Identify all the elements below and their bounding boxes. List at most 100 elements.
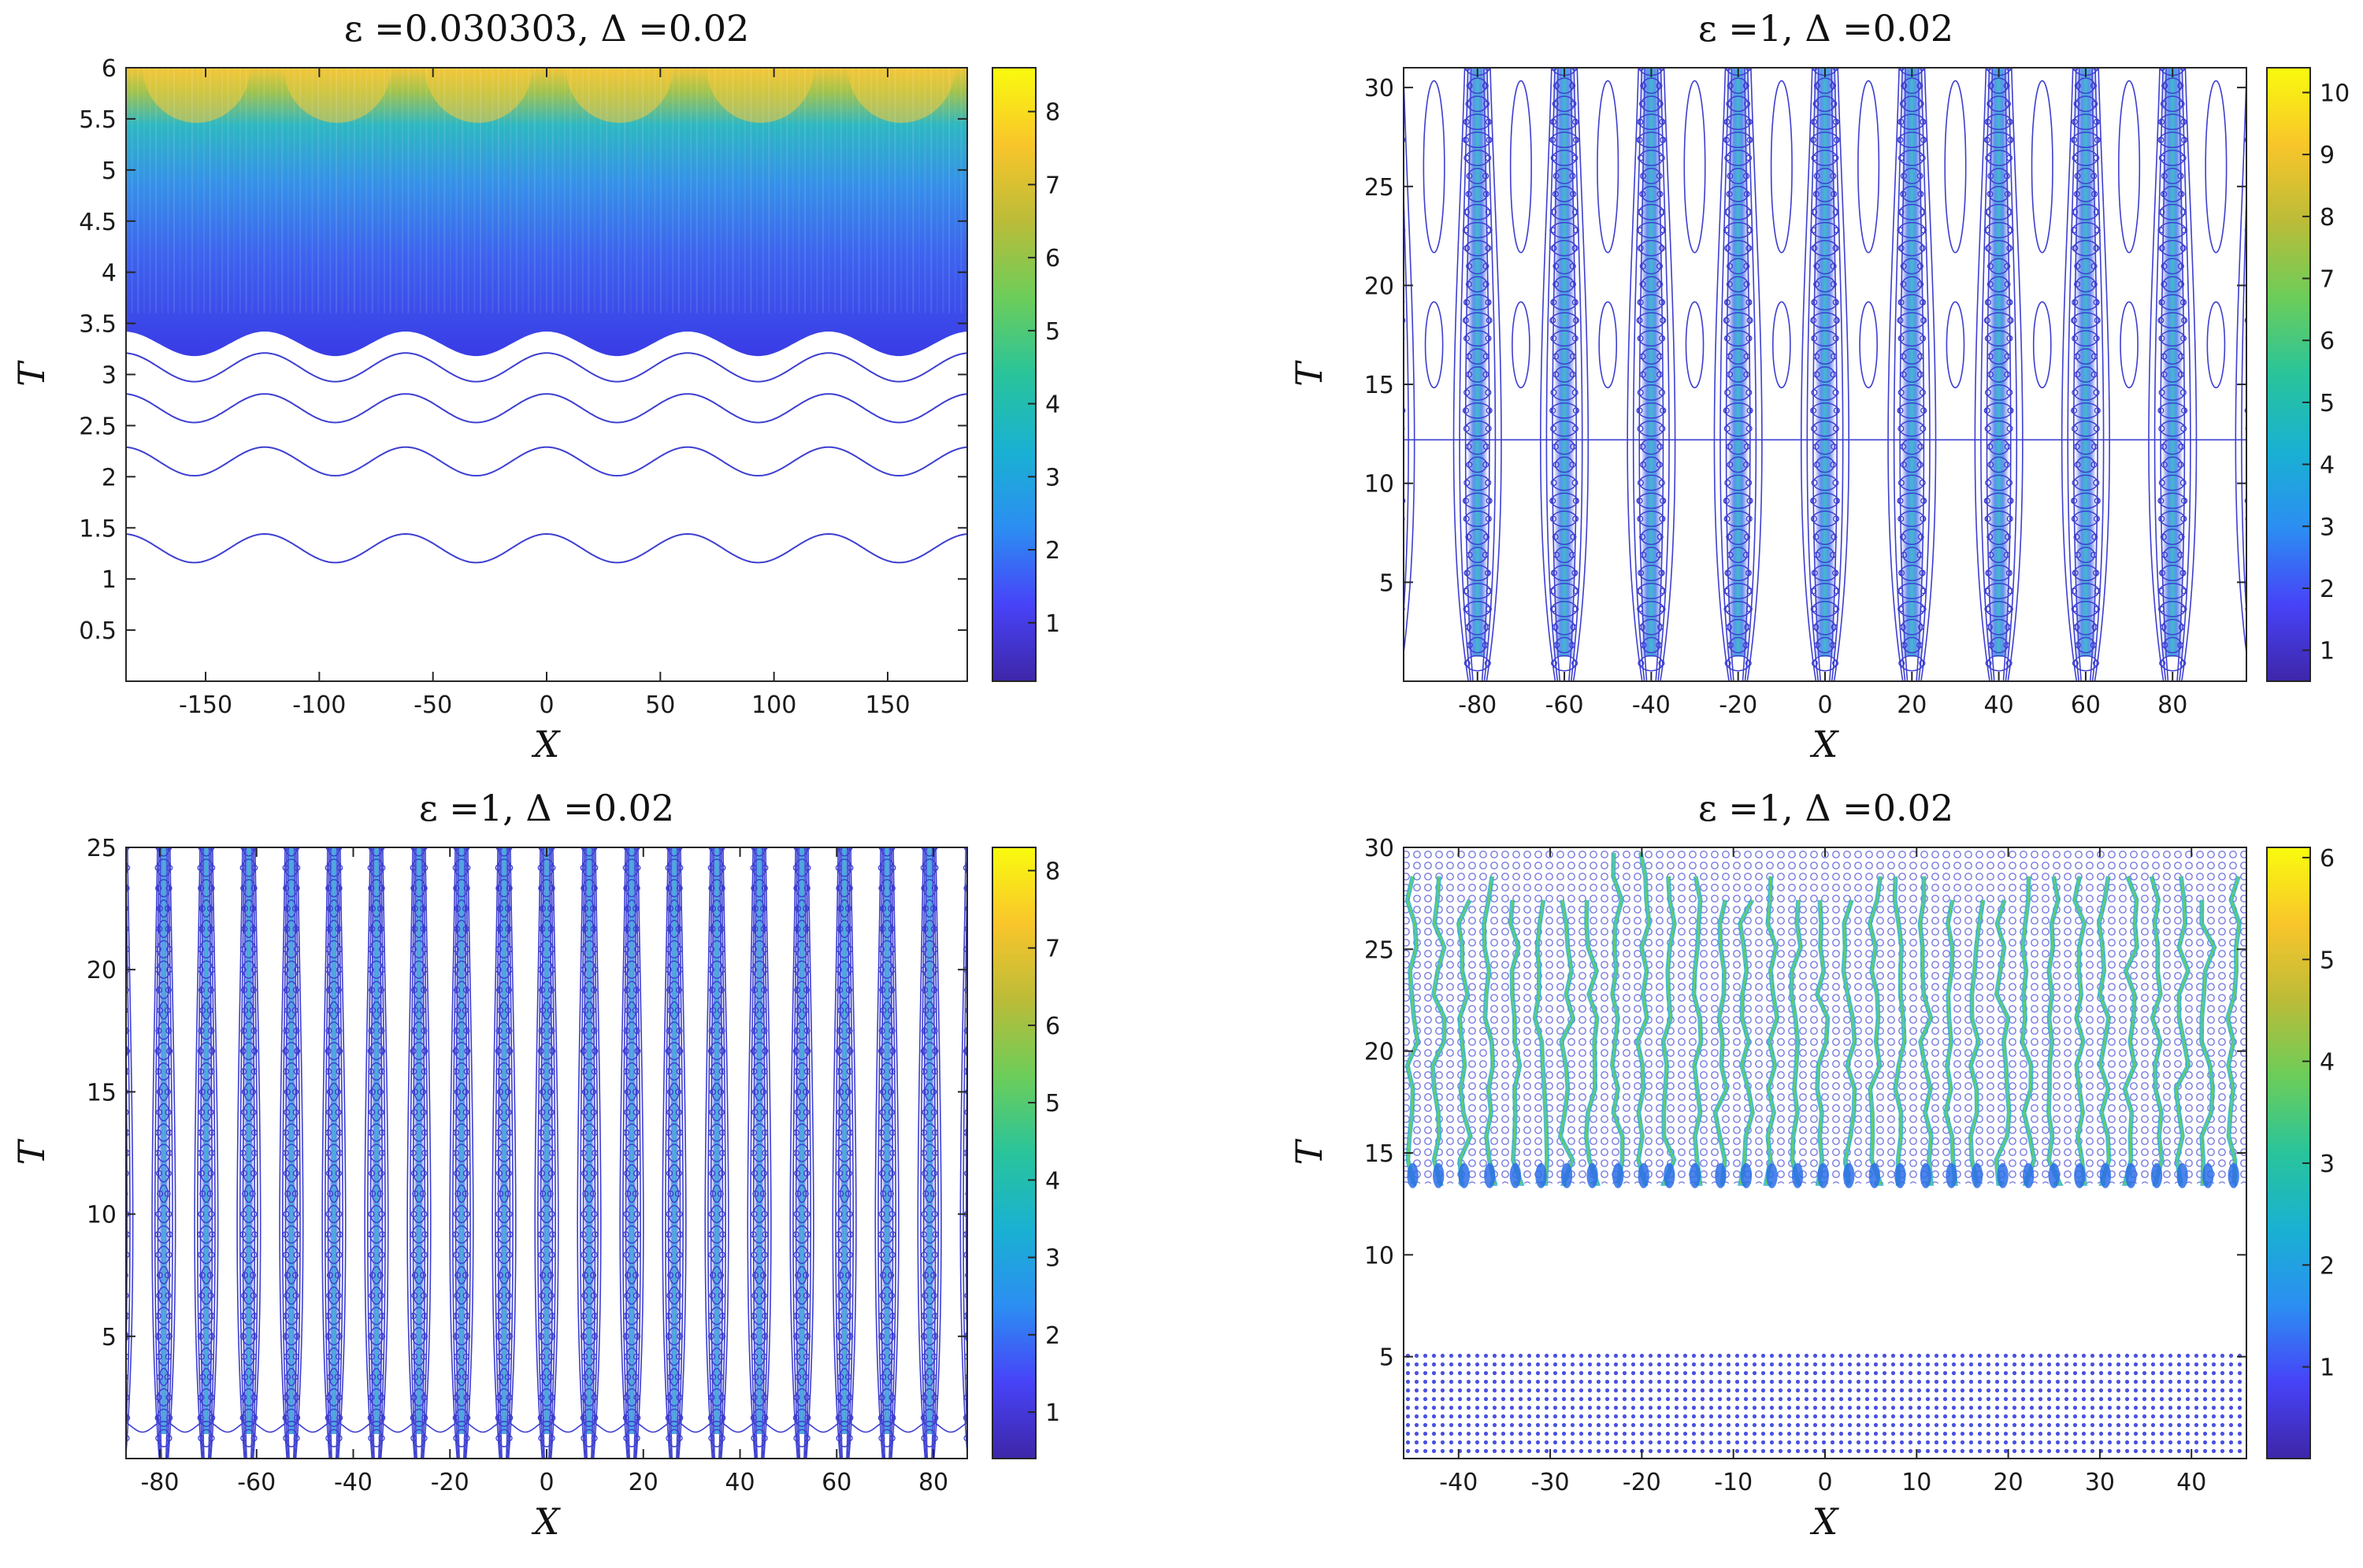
contour-dot bbox=[1812, 100, 1820, 107]
contour-dot bbox=[1743, 172, 1750, 180]
filament bbox=[1430, 876, 1447, 1188]
contour-dot bbox=[1397, 354, 1402, 359]
contour-loop bbox=[795, 1429, 809, 1448]
contour-loop bbox=[667, 1327, 681, 1346]
contour-loop bbox=[880, 1327, 894, 1346]
contour-dot bbox=[239, 1414, 247, 1422]
onset-blob bbox=[2023, 1162, 2035, 1188]
contour-dot bbox=[154, 1333, 161, 1340]
contour-loop bbox=[1726, 474, 1751, 491]
x-tick-label: 0 bbox=[1817, 691, 1832, 719]
filament-peak bbox=[1995, 899, 2010, 1184]
contour-dot bbox=[1462, 497, 1469, 504]
contour-dot bbox=[1899, 624, 1906, 631]
contour-loop bbox=[1815, 168, 1835, 184]
contour-dot bbox=[847, 946, 854, 953]
contour-dot bbox=[975, 865, 981, 870]
contour-loop bbox=[1638, 150, 1664, 166]
contour-dot bbox=[2180, 209, 2187, 216]
contour-dot bbox=[1380, 462, 1386, 468]
contour-loop bbox=[1728, 258, 1749, 275]
contour-dot bbox=[462, 1292, 469, 1299]
contour-dot bbox=[1462, 407, 1469, 414]
contour-loop bbox=[1638, 420, 1664, 437]
contour-loop bbox=[286, 1266, 297, 1284]
envelope-contour bbox=[422, 847, 432, 1459]
contour-dot bbox=[2094, 136, 2101, 143]
contour-dot bbox=[836, 884, 843, 891]
contour-loop bbox=[454, 879, 469, 898]
interstitial-loop bbox=[1597, 80, 1619, 254]
contour-dot bbox=[1486, 136, 1493, 143]
contour-dot bbox=[591, 847, 598, 851]
contour-dot bbox=[463, 1068, 470, 1075]
contour-dot bbox=[974, 1293, 979, 1299]
contour-loop bbox=[2159, 583, 2187, 599]
contour-dot bbox=[1463, 569, 1471, 576]
contour-line bbox=[126, 532, 967, 564]
contour-loop bbox=[117, 1185, 126, 1203]
contour-dot bbox=[921, 1027, 928, 1034]
contour-dot bbox=[590, 1292, 597, 1299]
contour-dot bbox=[804, 864, 811, 871]
contour-loop bbox=[1638, 113, 1664, 131]
contour-dot bbox=[208, 1394, 215, 1401]
contour-dot bbox=[497, 1373, 504, 1381]
contour-dot bbox=[1917, 280, 1924, 287]
contour-loop bbox=[626, 899, 637, 918]
contour-dot bbox=[1727, 551, 1734, 558]
contour-dot bbox=[880, 1373, 887, 1381]
contour-loop bbox=[710, 960, 724, 979]
contour-loop bbox=[924, 1286, 936, 1305]
contour-dot bbox=[677, 1149, 684, 1157]
contour-loop bbox=[922, 879, 937, 898]
contour-loop bbox=[966, 1291, 967, 1300]
contour-dot bbox=[1486, 407, 1493, 414]
contour-dot bbox=[794, 1292, 801, 1299]
contour-loop bbox=[882, 1184, 892, 1203]
contour-dot bbox=[452, 966, 459, 973]
contour-dot bbox=[453, 1435, 460, 1442]
contour-dot bbox=[1552, 533, 1559, 540]
contour-loop bbox=[795, 858, 809, 877]
contour-dot bbox=[1745, 389, 1753, 396]
contour-dot bbox=[792, 1312, 800, 1319]
contour-dot bbox=[495, 1170, 503, 1177]
contour-loop bbox=[1985, 402, 2012, 419]
contour-dot bbox=[1920, 606, 1927, 613]
envelope-contour bbox=[410, 847, 417, 1459]
contour-dot bbox=[495, 946, 502, 953]
contour-loop bbox=[669, 1082, 680, 1102]
filament bbox=[2225, 875, 2242, 1188]
envelope-contour bbox=[126, 972, 128, 1392]
contour-dot bbox=[199, 1006, 206, 1014]
contour-loop bbox=[454, 1307, 469, 1325]
contour-loop bbox=[412, 1021, 425, 1040]
contour-dot bbox=[718, 1027, 725, 1034]
contour-dot bbox=[718, 925, 725, 932]
filament-column bbox=[2148, 68, 2228, 681]
contour-dot bbox=[921, 1435, 928, 1442]
filament-peak bbox=[2124, 876, 2138, 1184]
contour-dot bbox=[464, 864, 471, 871]
contour-dot bbox=[1482, 262, 1489, 270]
contour-dot bbox=[2181, 136, 2188, 143]
contour-dot bbox=[622, 1047, 629, 1055]
contour-dot bbox=[845, 905, 852, 912]
contour-dot bbox=[1485, 154, 1492, 161]
contour-dot bbox=[284, 905, 291, 912]
contour-loop bbox=[499, 1082, 510, 1102]
contour-dot bbox=[1723, 588, 1730, 595]
contour-loop bbox=[369, 847, 383, 857]
contour-dot bbox=[2181, 227, 2188, 234]
contour-dot bbox=[889, 1312, 896, 1319]
contour-dot bbox=[2006, 335, 2013, 342]
contour-loop bbox=[2076, 547, 2095, 563]
envelope-contour bbox=[2061, 68, 2078, 681]
contour-dot bbox=[589, 1006, 596, 1014]
contour-dot bbox=[293, 1027, 300, 1034]
contour-dot bbox=[326, 925, 333, 932]
contour-dot bbox=[751, 1394, 758, 1401]
envelope-contour bbox=[747, 847, 756, 1459]
contour-dot bbox=[1723, 118, 1731, 125]
